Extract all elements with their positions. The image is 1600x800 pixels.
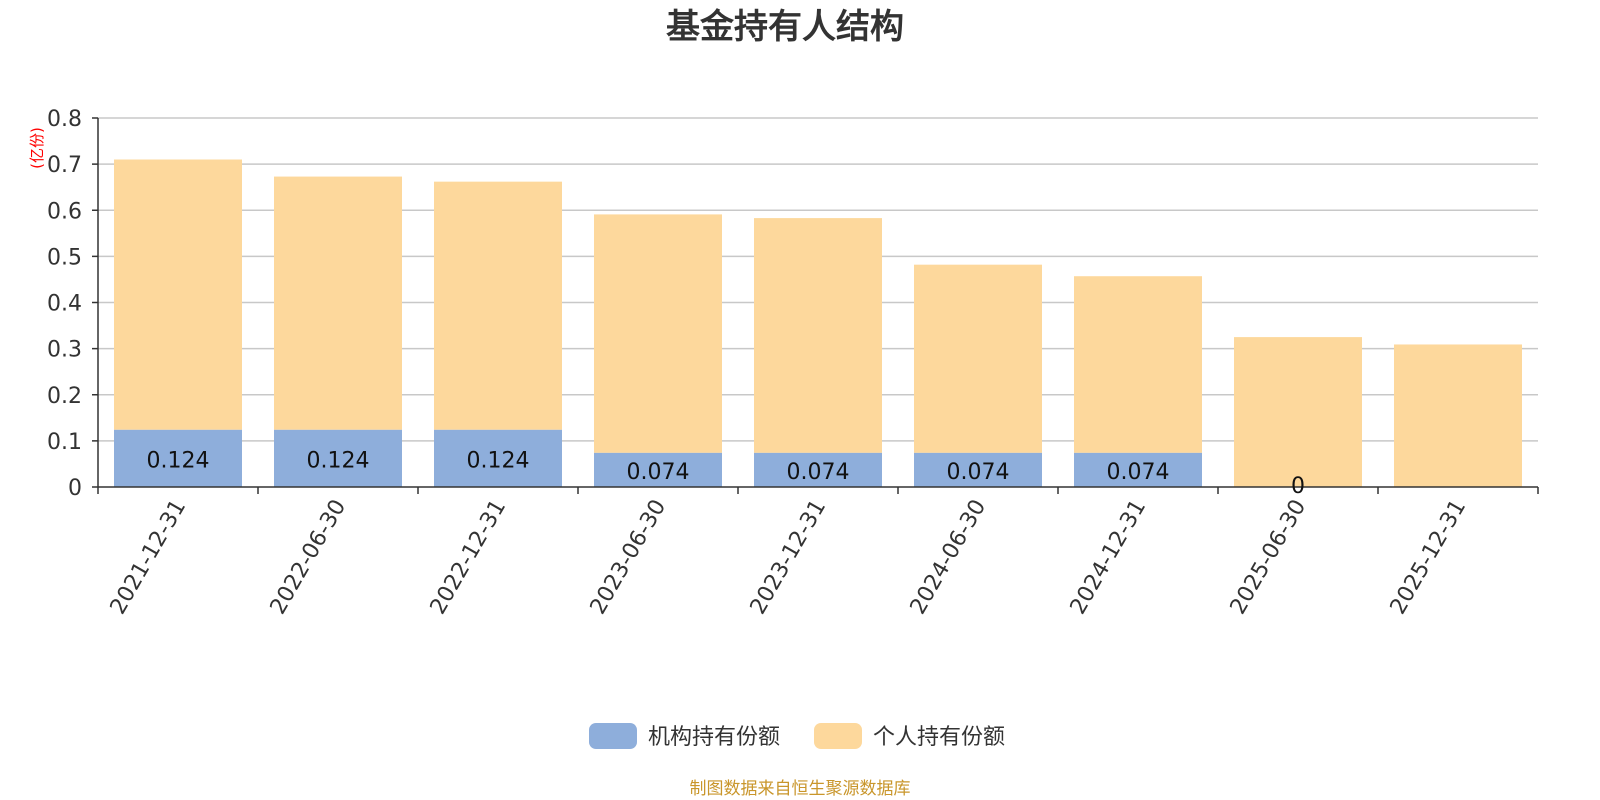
y-tick-labels: 0 0.1 0.2 0.3 0.4 0.5 0.6 0.7 0.8 [47, 107, 82, 501]
x-tick-label: 2024-06-30 [906, 496, 992, 619]
y-tick-label: 0.3 [47, 338, 82, 363]
y-tick-label: 0.2 [47, 384, 82, 409]
y-tick-label: 0.1 [47, 430, 82, 455]
bar-institutional[interactable] [1074, 452, 1202, 487]
bar-personal[interactable] [914, 264, 1042, 453]
legend-label: 个人持有份额 [873, 725, 1005, 750]
x-tick-label: 2025-12-31 [1386, 496, 1472, 619]
x-tick-label: 2021-12-31 [106, 496, 192, 619]
y-tick-label: 0.4 [47, 292, 82, 317]
bar-personal[interactable] [434, 181, 562, 430]
data-label: 0.124 [307, 448, 370, 473]
y-tick-label: 0.8 [47, 107, 82, 132]
y-tick-label: 0.7 [47, 153, 82, 178]
x-tick-label: 2022-12-31 [426, 496, 512, 619]
bar-personal[interactable] [114, 159, 242, 430]
x-tick-label: 2022-06-30 [266, 496, 352, 619]
legend-label: 机构持有份额 [648, 725, 780, 750]
bar-institutional[interactable] [114, 429, 242, 487]
x-tick-labels: 2021-12-31 2022-06-30 2022-12-31 2023-06-30… [106, 496, 1472, 619]
data-label: 0 [1291, 474, 1305, 499]
data-label: 0.124 [467, 448, 530, 473]
bar-institutional[interactable] [754, 452, 882, 487]
legend-swatch [589, 723, 637, 749]
data-label: 0.074 [627, 460, 690, 485]
chart-title: 基金持有人结构 [666, 7, 904, 47]
bar-institutional[interactable] [914, 452, 1042, 487]
legend-item[interactable]: 机构持有份额 [589, 723, 780, 750]
legend-swatch [814, 723, 862, 749]
axes [97, 118, 1538, 488]
y-axis-unit-label: (亿份) [28, 127, 46, 169]
bars [114, 159, 1522, 487]
y-tick-label: 0.5 [47, 245, 82, 270]
data-label: 0.074 [1107, 460, 1170, 485]
bar-personal[interactable] [1234, 337, 1362, 487]
bar-institutional[interactable] [274, 429, 402, 487]
bar-personal[interactable] [594, 214, 722, 453]
x-tick-label: 2025-06-30 [1226, 496, 1312, 619]
y-tick-label: 0 [68, 476, 82, 501]
data-label: 0.074 [787, 460, 850, 485]
data-label: 0.124 [147, 448, 210, 473]
x-tick-label: 2023-12-31 [746, 496, 832, 619]
x-tick-label: 2024-12-31 [1066, 496, 1152, 619]
bar-personal[interactable] [754, 218, 882, 453]
data-labels: 0.124 0.124 0.124 0.074 0.074 0.074 0.074 0 [147, 448, 1305, 499]
data-label: 0.074 [947, 460, 1010, 485]
bar-personal[interactable] [274, 176, 402, 430]
bar-personal[interactable] [1074, 276, 1202, 453]
bar-institutional[interactable] [594, 452, 722, 487]
source-note: 制图数据来自恒生聚源数据库 [690, 779, 911, 799]
x-tick-label: 2023-06-30 [586, 496, 672, 619]
legend[interactable]: 机构持有份额 个人持有份额 [589, 723, 1005, 750]
bar-institutional[interactable] [434, 429, 562, 487]
bar-personal[interactable] [1394, 344, 1522, 487]
legend-item[interactable]: 个人持有份额 [814, 723, 1005, 750]
y-tick-label: 0.6 [47, 199, 82, 224]
